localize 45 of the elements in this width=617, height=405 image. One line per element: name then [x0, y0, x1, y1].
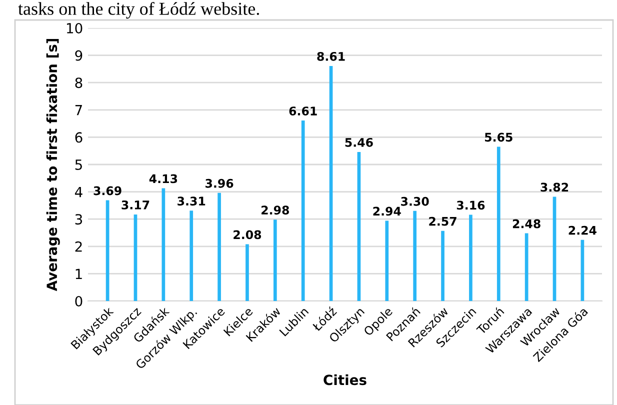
y-tick-label: 0 [75, 296, 82, 306]
bar [524, 233, 528, 301]
x-axis-title: Cities [324, 374, 366, 386]
y-tick-label: 10 [66, 22, 82, 34]
data-label: 8.61 [317, 52, 345, 61]
y-tick-label: 5 [75, 160, 82, 170]
y-tick-label: 8 [75, 78, 82, 88]
bar [552, 196, 556, 301]
y-axis-title: Average time to first fixation [s] [46, 38, 60, 292]
data-label: 4.13 [149, 174, 178, 184]
y-tick-label: 4 [74, 186, 82, 198]
bar [496, 146, 500, 301]
y-tick-label: 6 [75, 132, 82, 143]
data-label: 2.24 [568, 226, 596, 235]
y-tick-label: 1 [76, 268, 82, 279]
data-label: 3.17 [122, 200, 150, 210]
text: tasks on the city of Łódź website. [18, 2, 259, 19]
y-tick-label: 7 [75, 105, 82, 116]
bar [273, 220, 277, 301]
bar [218, 192, 221, 301]
bar [441, 230, 444, 301]
data-label: 2.08 [234, 230, 262, 240]
bar [301, 120, 305, 301]
bar [413, 210, 417, 301]
data-label: 3.30 [401, 196, 429, 206]
data-label: 2.94 [373, 206, 401, 216]
bar [246, 244, 249, 301]
data-label: 2.57 [429, 216, 456, 226]
data-label: 3.96 [206, 178, 234, 188]
data-label: 5.46 [345, 138, 373, 147]
bar [162, 188, 166, 301]
data-label: 3.69 [94, 186, 122, 196]
y-tick-label: 2 [75, 241, 82, 252]
data-label: 3.82 [540, 182, 568, 192]
bar [469, 214, 472, 301]
y-tick-label: 9 [75, 50, 82, 61]
bar [190, 210, 194, 301]
data-label: 2.98 [262, 206, 289, 215]
data-label: 3.31 [178, 196, 206, 206]
data-label: 5.65 [484, 132, 512, 142]
bar [385, 220, 389, 301]
data-label: 2.48 [512, 219, 540, 228]
data-label: 6.61 [289, 106, 317, 116]
data-label: 3.16 [456, 200, 485, 210]
y-tick-label: 3 [75, 214, 82, 225]
